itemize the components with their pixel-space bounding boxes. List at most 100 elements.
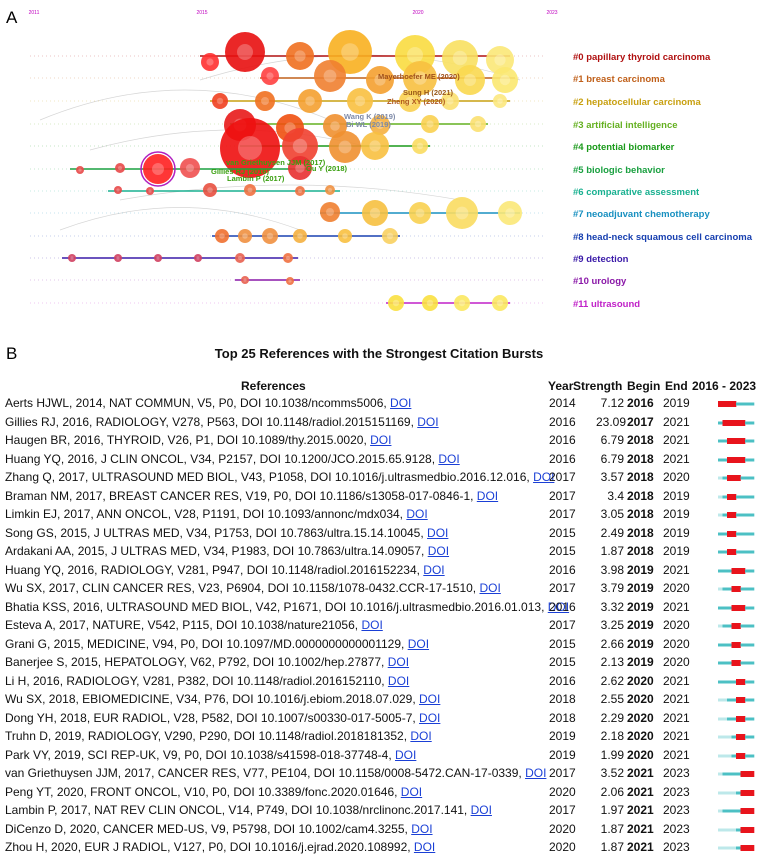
burst-segment: [736, 641, 741, 648]
burst-segment: [749, 808, 755, 814]
burst-timeline-bar: [718, 586, 755, 592]
timeline-segment: [718, 476, 723, 480]
timeline-segment: [718, 513, 723, 517]
reference-node: [403, 61, 437, 95]
doi-link[interactable]: DOI: [476, 488, 499, 503]
timeline-segment: [745, 439, 750, 443]
burst-end: 2020: [663, 618, 690, 632]
doi-link[interactable]: DOI: [361, 618, 383, 632]
burst-end: 2021: [663, 451, 690, 466]
header-references: References: [241, 379, 306, 393]
timeline-segment: [718, 569, 723, 572]
doi-link[interactable]: DOI: [390, 396, 412, 410]
doi-link[interactable]: DOI: [419, 692, 441, 706]
burst-end: 2020: [663, 636, 690, 651]
burst-timeline-bar: [718, 826, 755, 833]
burst-timeline-bar: [718, 752, 755, 759]
doi-link[interactable]: DOI: [413, 840, 436, 854]
burst-end: 2021: [663, 692, 690, 706]
doi-link[interactable]: DOI: [423, 562, 445, 577]
reference-text: Zhou H, 2020, EUR J RADIOL, V127, P0, DO…: [5, 840, 436, 854]
burst-segment: [740, 604, 746, 611]
reference-node-core: [474, 120, 482, 128]
timeline-segment: [718, 698, 723, 702]
reference-text: Esteva A, 2017, NATURE, V542, P115, DOI …: [5, 618, 383, 632]
axis-year-label: 2023: [546, 10, 557, 16]
doi-link[interactable]: DOI: [479, 581, 501, 595]
reference-node: [115, 163, 125, 173]
burst-strength: 6.79: [600, 433, 624, 447]
burst-strength: 3.52: [600, 766, 624, 780]
burst-segment: [740, 752, 746, 759]
header-year-range: 2016 - 2023: [692, 379, 757, 393]
burst-strength: 1.99: [600, 747, 624, 762]
doi-link[interactable]: DOI: [370, 433, 392, 447]
timeline-segment: [718, 772, 723, 776]
burst-begin: 2016: [627, 396, 654, 410]
doi-link[interactable]: DOI: [547, 599, 570, 614]
timeline-segment: [731, 772, 737, 776]
timeline-segment: [745, 698, 750, 702]
doi-link[interactable]: DOI: [427, 525, 449, 540]
table-row: Zhang Q, 2017, ULTRASOUND MED BIOL, V43,…: [0, 468, 758, 487]
cluster-label: #1 breast carcinoma: [573, 74, 666, 85]
burst-table-title: Top 25 References with the Strongest Cit…: [214, 346, 544, 361]
doi-link[interactable]: DOI: [400, 784, 423, 799]
burst-segment: [727, 401, 732, 407]
pub-year: 2020: [549, 784, 576, 799]
timeline-segment: [749, 717, 755, 720]
doi-link[interactable]: DOI: [438, 451, 460, 466]
doi-link[interactable]: DOI: [406, 507, 428, 521]
timeline-segment: [722, 735, 728, 739]
doi-link[interactable]: DOI: [525, 766, 547, 780]
table-row: Braman NM, 2017, BREAST CANCER RES, V19,…: [0, 487, 758, 506]
doi-link[interactable]: DOI: [417, 414, 439, 429]
burst-segment: [749, 789, 755, 796]
header-begin: Begin: [627, 379, 661, 393]
burst-begin: 2019: [627, 618, 654, 632]
doi-link[interactable]: DOI: [387, 673, 410, 688]
doi-link[interactable]: DOI: [419, 710, 441, 725]
doi-link[interactable]: DOI: [407, 636, 430, 651]
doi-link[interactable]: DOI: [427, 544, 450, 558]
burst-segment: [736, 715, 741, 722]
timeline-segment: [749, 550, 755, 554]
burst-segment: [745, 771, 750, 777]
node-author-label: Zheng XY (2020): [387, 97, 446, 106]
doi-link[interactable]: DOI: [411, 821, 433, 836]
pub-year: 2017: [549, 581, 576, 595]
burst-strength: 2.13: [600, 655, 624, 669]
timeline-segment: [740, 643, 746, 646]
doi-link[interactable]: DOI: [470, 803, 492, 817]
timeline-segment: [749, 735, 755, 739]
reference-node: [225, 32, 265, 72]
burst-timeline-bar: [718, 456, 755, 463]
burst-begin: 2019: [627, 581, 654, 595]
burst-begin: 2021: [627, 784, 654, 799]
cluster-label: #5 biologic behavior: [573, 165, 665, 176]
timeline-segment: [727, 846, 732, 850]
timeline-segment: [736, 402, 741, 406]
pub-year: 2017: [549, 803, 576, 817]
table-row: Huang YQ, 2016, RADIOLOGY, V281, P947, D…: [0, 561, 758, 580]
burst-timeline-bar: [718, 419, 755, 426]
burst-segment: [736, 734, 741, 740]
burst-segment: [736, 604, 741, 611]
timeline-segment: [727, 698, 732, 702]
timeline-segment: [745, 476, 750, 480]
doi-link[interactable]: DOI: [533, 470, 555, 484]
burst-strength: 3.05: [600, 507, 624, 521]
reference-node: [498, 201, 522, 225]
burst-timeline-bar: [718, 789, 755, 796]
timeline-segment: [727, 735, 732, 739]
reference-node: [347, 88, 373, 114]
doi-link[interactable]: DOI: [395, 747, 417, 762]
reference-node-core: [118, 166, 122, 170]
doi-link[interactable]: DOI: [387, 655, 410, 669]
reference-node: [235, 253, 245, 263]
reference-node: [215, 229, 229, 243]
doi-link[interactable]: DOI: [410, 729, 432, 743]
burst-segment: [718, 401, 723, 407]
reference-node-core: [328, 188, 332, 192]
burst-begin: 2018: [627, 488, 654, 503]
